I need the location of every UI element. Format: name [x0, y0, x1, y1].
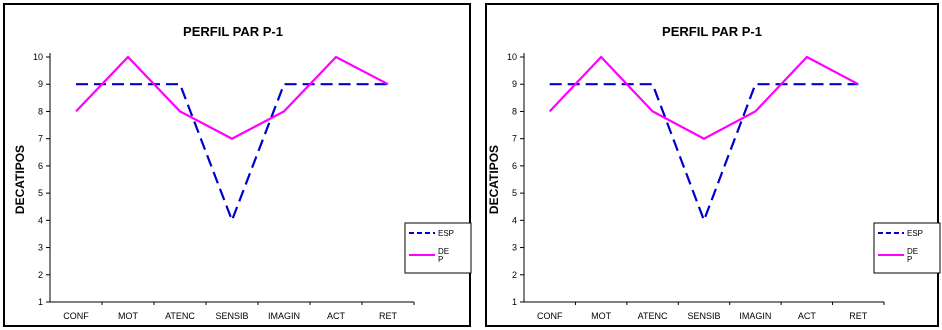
- legend-box: [873, 222, 941, 274]
- y-tick-label: 9: [38, 79, 43, 89]
- chart-frame: [3, 3, 471, 327]
- y-tick-label: 1: [38, 297, 43, 307]
- y-tick-label: 7: [512, 134, 517, 144]
- y-tick-label: 2: [38, 270, 43, 280]
- y-axis-label: DECATIPOS: [13, 145, 27, 214]
- x-tick-label: ACT: [798, 311, 817, 321]
- y-tick-label: 7: [38, 134, 43, 144]
- y-tick-label: 4: [38, 215, 43, 225]
- legend-label: DE P: [907, 247, 918, 264]
- x-tick-label: MOT: [591, 311, 611, 321]
- y-tick-label: 5: [512, 188, 517, 198]
- y-tick-label: 8: [38, 106, 43, 116]
- x-tick-label: CONF: [63, 311, 89, 321]
- y-tick-label: 3: [38, 243, 43, 253]
- legend-label: DE P: [438, 247, 449, 264]
- y-tick-label: 3: [512, 243, 517, 253]
- x-tick-label: CONF: [537, 311, 563, 321]
- y-axis-label: DECATIPOS: [487, 145, 501, 214]
- x-tick-label: ACT: [327, 311, 346, 321]
- x-tick-label: IMAGIN: [268, 311, 300, 321]
- legend-label: ESP: [438, 229, 454, 238]
- y-tick-label: 10: [507, 52, 517, 62]
- chart-svg-right: PERFIL PAR P-1 DECATIPOS 1 2 3 4 5 6 7 8 9 10 CONF MO…: [485, 3, 941, 327]
- y-tick-label: 8: [512, 106, 517, 116]
- legend-label: ESP: [907, 229, 923, 238]
- y-tick-label: 5: [38, 188, 43, 198]
- y-tick-label: 6: [38, 161, 43, 171]
- x-tick-label: ATENC: [638, 311, 668, 321]
- y-tick-label: 4: [512, 215, 517, 225]
- y-tick-label: 9: [512, 79, 517, 89]
- y-tick-label: 6: [512, 161, 517, 171]
- x-tick-label: SENSIB: [687, 311, 720, 321]
- legend-box: [404, 222, 472, 274]
- y-tick-label: 2: [512, 270, 517, 280]
- chart-panel-left: PERFIL PAR P-1 DECATIPOS 1 2 3 4 5 6 7 8 9 10 CONF MO…: [3, 3, 472, 327]
- chart-svg-left: PERFIL PAR P-1 DECATIPOS 1 2 3 4 5 6 7 8 9 10 CONF MO…: [3, 3, 472, 327]
- x-tick-label: SENSIB: [215, 311, 248, 321]
- chart-title: PERFIL PAR P-1: [183, 24, 283, 39]
- x-tick-label: RET: [379, 311, 398, 321]
- chart-panel-right: PERFIL PAR P-1 DECATIPOS 1 2 3 4 5 6 7 8 9 10 CONF MO…: [482, 0, 942, 330]
- x-tick-label: MOT: [118, 311, 138, 321]
- chart-frame: [485, 3, 939, 327]
- x-tick-label: RET: [849, 311, 868, 321]
- x-tick-label: IMAGIN: [739, 311, 771, 321]
- y-tick-label: 10: [33, 52, 43, 62]
- x-tick-label: ATENC: [165, 311, 195, 321]
- y-tick-label: 1: [512, 297, 517, 307]
- chart-title: PERFIL PAR P-1: [662, 24, 762, 39]
